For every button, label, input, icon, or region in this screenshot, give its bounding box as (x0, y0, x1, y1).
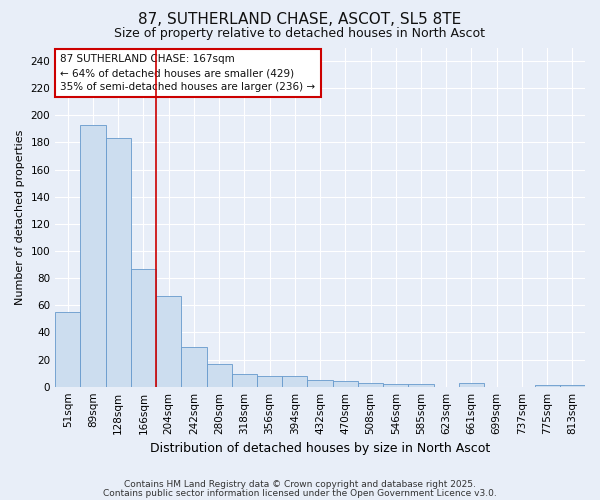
Bar (55, 312, 80, 386)
Bar (307, 380, 332, 386)
Text: Contains public sector information licensed under the Open Government Licence v3: Contains public sector information licen… (103, 488, 497, 498)
Bar (358, 382, 383, 386)
Bar (409, 384, 434, 386)
Text: 87, SUTHERLAND CHASE, ASCOT, SL5 8TE: 87, SUTHERLAND CHASE, ASCOT, SL5 8TE (139, 12, 461, 28)
Bar (181, 348, 206, 387)
Bar (332, 382, 358, 386)
Text: Contains HM Land Registry data © Crown copyright and database right 2025.: Contains HM Land Registry data © Crown c… (124, 480, 476, 489)
Bar (257, 376, 282, 386)
Text: 87 SUTHERLAND CHASE: 167sqm
← 64% of detached houses are smaller (429)
35% of se: 87 SUTHERLAND CHASE: 167sqm ← 64% of det… (61, 54, 316, 92)
Bar (156, 296, 181, 386)
Text: Size of property relative to detached houses in North Ascot: Size of property relative to detached ho… (115, 28, 485, 40)
Bar (232, 374, 257, 386)
Bar (459, 382, 484, 386)
Bar (383, 384, 409, 386)
Bar (131, 268, 156, 386)
Bar (282, 376, 307, 386)
Bar (80, 125, 106, 386)
X-axis label: Distribution of detached houses by size in North Ascot: Distribution of detached houses by size … (150, 442, 490, 455)
Y-axis label: Number of detached properties: Number of detached properties (15, 130, 25, 305)
Bar (206, 364, 232, 386)
Bar (106, 138, 131, 386)
